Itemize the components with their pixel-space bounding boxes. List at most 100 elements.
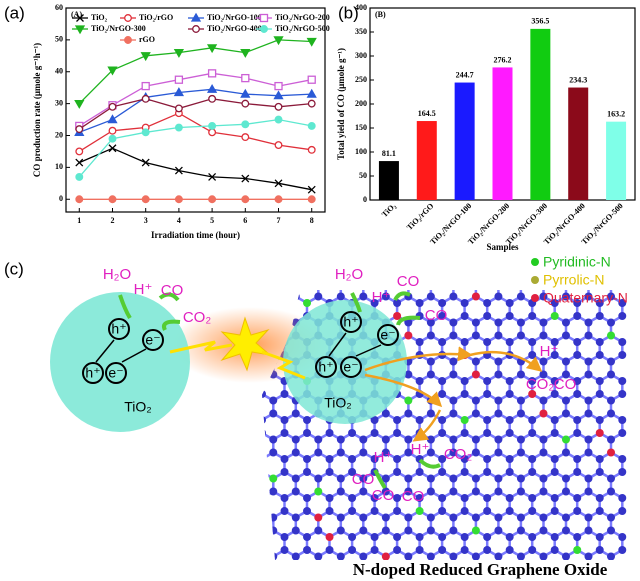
marker — [241, 73, 250, 83]
atom — [291, 526, 300, 535]
marker — [274, 81, 283, 91]
atom — [505, 429, 514, 437]
atom — [303, 572, 311, 580]
atom — [438, 507, 447, 515]
atom — [483, 416, 492, 424]
atom — [584, 409, 593, 418]
atom — [528, 507, 537, 515]
atom — [607, 370, 616, 379]
atom — [404, 331, 413, 340]
marker — [206, 44, 218, 54]
atom — [291, 435, 300, 444]
atom — [438, 377, 447, 385]
legend-label: rGO — [139, 35, 155, 44]
atom — [505, 494, 514, 502]
tio2-particle — [283, 300, 407, 424]
atom — [280, 455, 289, 463]
atom — [269, 526, 278, 535]
diagram-label: H⁺ — [374, 449, 393, 466]
atom — [561, 474, 570, 483]
legend-marker — [124, 36, 132, 44]
atom — [303, 273, 311, 281]
atom — [595, 455, 604, 463]
atom — [291, 487, 300, 496]
atom — [517, 280, 525, 288]
atom — [528, 429, 537, 437]
diagram-label: CO — [554, 376, 577, 393]
marker — [141, 195, 150, 204]
atom — [381, 526, 390, 535]
atom — [471, 409, 480, 418]
atom — [573, 299, 582, 307]
y-tick-label: 50 — [55, 35, 63, 44]
atom — [381, 292, 390, 301]
atom — [483, 455, 492, 463]
atom — [326, 572, 334, 580]
atom — [325, 494, 334, 502]
atom — [516, 409, 525, 418]
atom — [595, 416, 604, 424]
atom — [438, 533, 447, 541]
atom — [381, 409, 390, 418]
atom — [281, 572, 289, 580]
atom — [494, 318, 503, 327]
atom — [415, 468, 424, 476]
marker — [274, 115, 283, 124]
marker — [141, 158, 150, 167]
atom — [528, 312, 537, 320]
atom — [438, 429, 447, 437]
y-tick-label: 150 — [355, 123, 367, 132]
atom — [584, 331, 593, 340]
y-tick-label: 100 — [355, 147, 367, 156]
marker — [274, 195, 283, 204]
atom — [618, 299, 627, 307]
diagram-label: e⁻ — [343, 359, 358, 375]
atom — [573, 312, 582, 320]
atom — [483, 299, 492, 307]
atom — [426, 526, 435, 535]
diagram-label: CO₂ — [444, 446, 473, 463]
atom — [528, 351, 537, 359]
atom — [595, 351, 604, 359]
atom — [584, 487, 593, 496]
atom — [607, 396, 616, 405]
atom — [516, 370, 525, 379]
atom — [415, 507, 424, 515]
atom — [247, 436, 255, 444]
atom — [269, 435, 278, 444]
atom — [494, 331, 503, 340]
atom — [393, 468, 402, 476]
marker — [240, 88, 251, 98]
atom — [247, 566, 255, 574]
x-tick-label: 7 — [277, 216, 281, 225]
atom — [426, 474, 435, 483]
atom — [303, 533, 312, 541]
atom — [280, 507, 289, 515]
atom — [561, 357, 570, 366]
atom — [426, 318, 435, 327]
value-label: 276.2 — [494, 55, 512, 64]
marker — [241, 99, 250, 108]
atom — [314, 526, 323, 535]
atom — [561, 513, 570, 522]
atom — [438, 468, 447, 476]
atom — [483, 468, 492, 476]
atom — [438, 494, 447, 502]
atom — [415, 416, 424, 424]
atom — [449, 409, 458, 418]
atom — [393, 494, 402, 502]
atom — [595, 533, 604, 541]
atom — [494, 292, 503, 301]
atom — [516, 396, 525, 405]
atom — [325, 546, 334, 554]
legend-label: Pyrrolic-N — [543, 272, 604, 288]
atom — [573, 507, 582, 515]
atom — [269, 566, 277, 574]
atom — [471, 292, 480, 301]
atom — [595, 377, 604, 385]
atom — [528, 455, 537, 463]
atom — [584, 292, 593, 301]
value-label: 163.2 — [607, 109, 625, 118]
atom — [607, 292, 616, 301]
bar — [606, 121, 627, 200]
